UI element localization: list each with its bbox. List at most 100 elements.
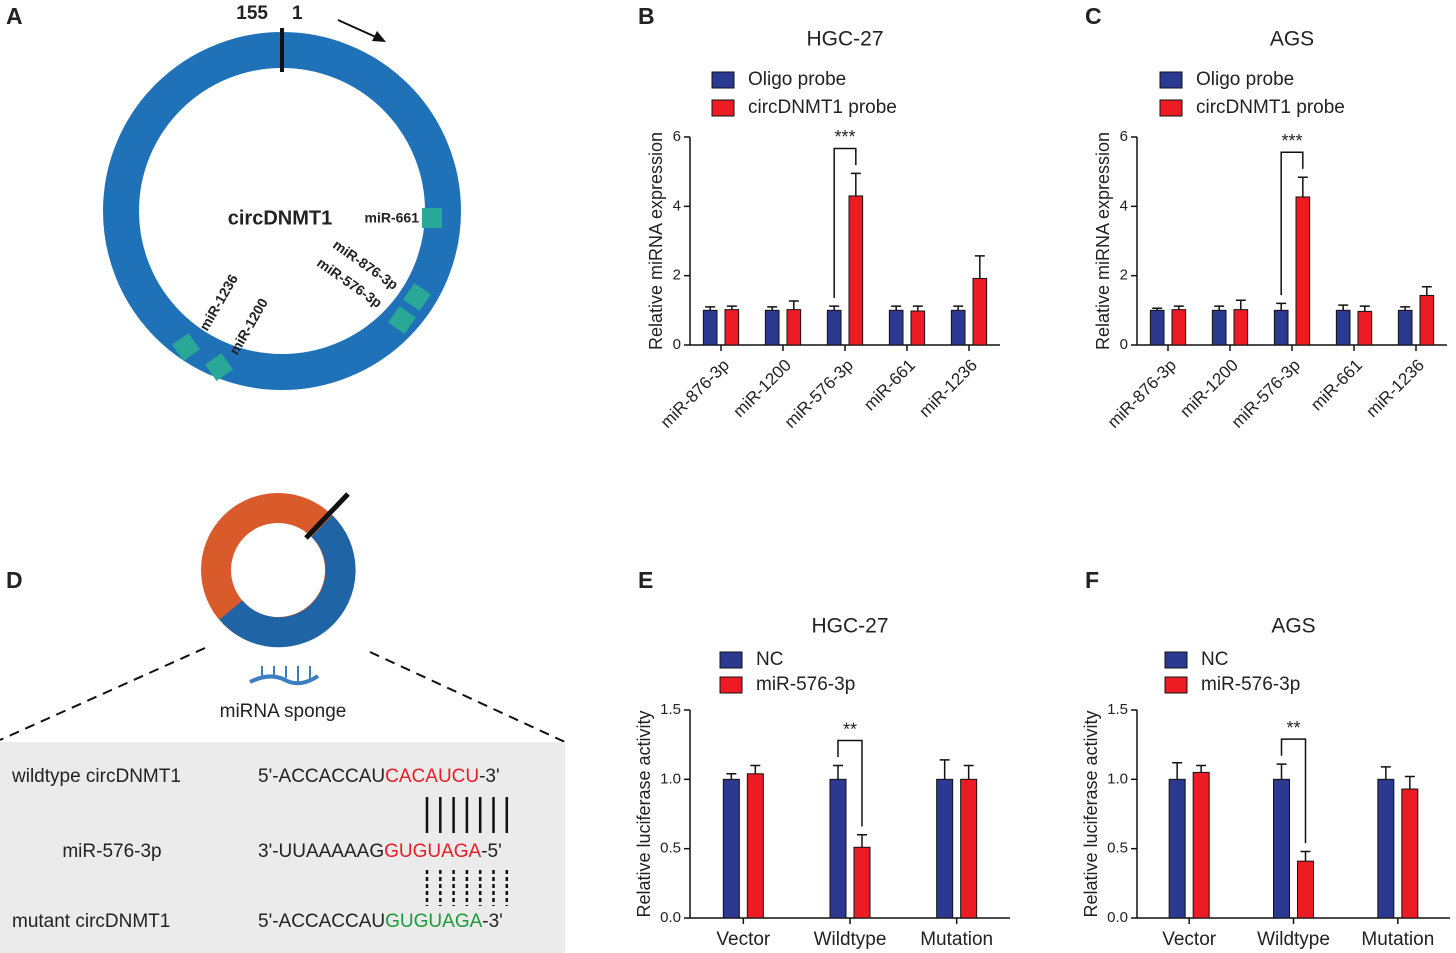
y-tick-label: 1.0 [660,770,681,787]
legend-swatch [719,651,743,669]
sequence-site: CACAUCU [385,766,479,787]
significance-label: *** [1281,131,1302,151]
error-bar [788,300,799,310]
legend-label: circDNMT1 probe [748,97,897,118]
y-tick-label: 6 [673,128,681,145]
sequence-site: GUGUAGA [385,911,482,932]
site-label: miR-1236 [196,271,241,333]
site-box [205,353,233,381]
site-label: miR-661 [365,210,420,226]
y-tick-label: 0 [1120,336,1128,353]
bar [1397,309,1413,346]
sequence-prefix: 5'-ACCACCAU [258,911,385,932]
significance-bracket [837,739,863,827]
zoom-line [369,651,566,743]
bar [910,310,926,346]
x-tick-label: miR-876-3p [1104,356,1180,432]
bar [1273,778,1290,919]
bar [764,309,780,346]
site-box [172,333,200,361]
chart-title: AGS [1270,28,1314,51]
y-axis-label: Relative luciferase activity [634,710,654,917]
chart-title: HGC-27 [811,615,888,638]
arrow-head [372,31,386,42]
bar [936,778,954,919]
error-bar [829,305,840,311]
significance-label: *** [834,127,855,147]
panel-label: F [1085,567,1099,593]
legend-swatch [719,676,743,694]
y-tick-label: 1.5 [1107,701,1128,718]
significance-bracket [833,147,857,298]
zoom-line [0,647,206,741]
error-bar [850,172,861,196]
error-bar [1404,775,1415,790]
legend-swatch [711,99,735,117]
sponge-icon [249,674,320,686]
error-bar [857,834,867,848]
sponge-teeth [261,666,311,682]
panel-label: C [1085,3,1102,29]
legend-label: NC [756,649,783,670]
y-tick-label: 2 [1120,267,1128,284]
error-bar [1276,763,1287,780]
error-bar [750,764,761,774]
row-name: wildtype circDNMT1 [11,766,181,787]
bar [1377,778,1395,919]
site-label: miR-1200 [226,295,271,357]
sequence: 5'-ACCACCAUGUGUAGA-3' [258,911,503,932]
sequence-suffix: -3' [479,766,500,787]
start-label: 155 [236,3,268,24]
error-bar [1173,305,1184,310]
y-tick-label: 1.0 [1107,770,1128,787]
junction [304,492,350,540]
x-tick-label: miR-1200 [729,356,795,422]
donut-blue [219,515,356,648]
x-tick-label: Wildtype [1257,929,1330,950]
y-axis-label: Relative miRNA expression [646,132,666,350]
error-bar [891,305,902,311]
error-bar [833,764,843,780]
bar [853,846,871,919]
y-tick-label: 0.0 [660,909,681,926]
sponge-caption: miRNA sponge [220,701,347,722]
bar [1295,196,1311,346]
bar [1401,788,1419,919]
error-bar [1421,286,1432,296]
sequence-prefix: 5'-ACCACCAU [258,766,385,787]
arrow [337,19,379,39]
sequence: 5'-ACCACCAUCACAUCU-3' [258,766,500,787]
bar [1419,294,1435,346]
bar [1211,309,1227,346]
significance-label: ** [843,719,857,739]
x-tick-label: miR-1200 [1176,356,1242,422]
x-tick-label: miR-661 [860,356,919,415]
chart-title: AGS [1271,615,1315,638]
error-bar [1338,304,1349,311]
error-bar [912,305,923,312]
error-bar [1276,302,1287,311]
bar [1297,860,1314,919]
site-box [422,208,442,228]
bar [1149,309,1165,346]
sequence-suffix: -3' [482,911,503,932]
x-tick-label: Vector [716,929,771,950]
bar [888,309,904,346]
bar [1192,771,1210,919]
end-label: 1 [292,3,303,24]
error-bar [939,759,950,780]
sequence-prefix: 3'-UUAAAAAG [258,841,384,862]
error-bar [726,773,737,780]
error-bar [953,305,964,311]
bar [1233,309,1249,346]
sequence-site: GUGUAGA [384,841,481,862]
legend-swatch [1159,99,1183,117]
error-bar [1297,176,1308,197]
sequence-suffix: -5' [481,841,502,862]
x-tick-label: Mutation [920,929,993,950]
bar [746,773,764,919]
error-bar [963,764,974,780]
significance-bracket [1280,738,1307,844]
legend-swatch [1164,676,1188,694]
